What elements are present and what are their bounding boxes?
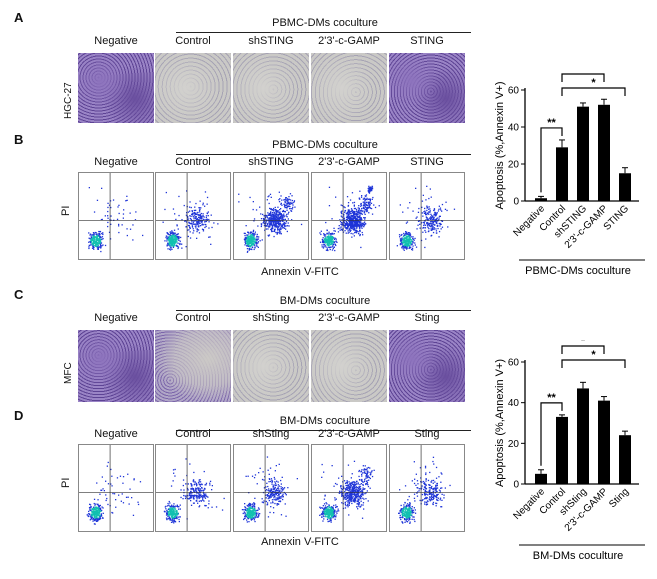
panel-a-header: PBMC-DMs coculture: [272, 17, 378, 29]
panel-b-column-label: Negative: [94, 156, 138, 168]
panel-d-header: BM-DMs coculture: [279, 415, 371, 427]
panel-c-well-image: [311, 330, 387, 402]
bar: [577, 388, 589, 484]
panel-c-column-label: Negative: [94, 312, 138, 324]
panel-c-header-rule: [176, 310, 471, 311]
panel-d-flow-plot: [311, 444, 387, 532]
y-tick-label: 20: [508, 160, 520, 171]
panel-c-row-label: MFC: [63, 362, 74, 384]
panel-b-column-label: STING: [410, 156, 444, 168]
panel-a-header-rule: [176, 32, 471, 33]
bar: [535, 473, 547, 484]
panel-d-column-label: 2'3'-c-GAMP: [318, 428, 380, 440]
panel-c-well-image: [233, 330, 309, 402]
significance-label: **: [547, 392, 556, 404]
group-label: PBMC-DMs coculture: [525, 265, 631, 277]
panel-d-header-rule: [176, 430, 471, 431]
panel-b-header-rule: [176, 154, 471, 155]
panel-c-well-image: [155, 330, 231, 402]
bar: [556, 416, 568, 484]
significance-label: *: [581, 340, 586, 347]
y-axis-label: Apoptosis (%,Annexin V+): [494, 81, 506, 209]
panel-b-flow-plot: [155, 172, 231, 260]
panel-d-flow-plot: [233, 444, 309, 532]
panel-d-column-label: Negative: [94, 428, 138, 440]
panel-b-x-label: Annexin V-FITC: [261, 266, 339, 278]
panel-c-header: BM-DMs coculture: [279, 295, 371, 307]
panel-c-column-label: Sting: [414, 312, 440, 324]
panel-a-letter: A: [14, 10, 24, 25]
panel-a-well-image: [311, 53, 387, 123]
panel-b-flow-plot: [78, 172, 154, 260]
y-tick-label: 40: [508, 398, 520, 409]
panel-b-column-label: 2'3'-c-GAMP: [318, 156, 380, 168]
group-label: BM-DMs coculture: [533, 550, 623, 562]
panel-d-flow-plot: [155, 444, 231, 532]
bar: [598, 104, 610, 201]
significance-bracket: [561, 73, 605, 82]
bar: [577, 106, 589, 201]
panel-d-letter: D: [14, 408, 24, 423]
panel-c-column-label: shSting: [252, 312, 290, 324]
significance-label: *: [591, 77, 596, 89]
y-tick-label: 40: [508, 123, 520, 134]
significance-label: ***: [577, 70, 591, 75]
panel-d-x-label: Annexin V-FITC: [261, 536, 339, 548]
significance-label: *: [591, 349, 596, 361]
bar: [535, 198, 547, 201]
panel-d-flow-plot: [389, 444, 465, 532]
bar: [619, 173, 631, 201]
bar: [598, 400, 610, 484]
panel-c-column-label: 2'3'-c-GAMP: [318, 312, 380, 324]
y-tick-label: 0: [513, 480, 519, 491]
bar: [619, 435, 631, 484]
y-tick-label: 60: [508, 358, 520, 369]
panel-a-well-image: [155, 53, 231, 123]
panel-b-flow-plot: [389, 172, 465, 260]
significance-bracket: [540, 402, 563, 466]
y-tick-label: 20: [508, 439, 520, 450]
panel-b-y-label: PI: [60, 205, 72, 216]
panel-c-column-label: Control: [175, 312, 211, 324]
panel-c-letter: C: [14, 287, 24, 302]
panel-b-flow-plot: [311, 172, 387, 260]
panel-a-column-label: 2'3'-c-GAMP: [318, 35, 380, 47]
panel-a-row-label: HGC-27: [63, 82, 74, 119]
panel-d-column-label: shSting: [252, 428, 290, 440]
panel-a-well-image: [78, 53, 154, 123]
significance-bracket: [540, 127, 563, 193]
panel-d-column-label: Control: [175, 428, 211, 440]
significance-bracket: [561, 359, 626, 368]
panel-a-column-label: shSTING: [248, 35, 294, 47]
panel-b-flow-plot: [233, 172, 309, 260]
panel-a-column-label: STING: [410, 35, 444, 47]
panel-a-well-image: [389, 53, 465, 123]
y-tick-label: 60: [508, 86, 520, 97]
significance-label: **: [547, 117, 556, 129]
panel-a-column-label: Control: [175, 35, 211, 47]
panel-b-column-label: shSTING: [248, 156, 294, 168]
panel-b-letter: B: [14, 132, 24, 147]
panel-a-well-image: [233, 53, 309, 123]
y-axis-label: Apoptosis (%,Annexin V+): [494, 359, 506, 487]
significance-bracket: [561, 345, 605, 354]
significance-bracket: [561, 87, 626, 96]
panel-c-well-image: [78, 330, 154, 402]
bar: [556, 147, 568, 201]
panel-d-column-label: Sting: [414, 428, 440, 440]
panel-b-header: PBMC-DMs coculture: [272, 139, 378, 151]
panel-b-column-label: Control: [175, 156, 211, 168]
panel-d-y-label: PI: [60, 477, 72, 488]
y-tick-label: 0: [513, 197, 519, 208]
category-label: Sting: [607, 486, 631, 510]
panel-a-column-label: Negative: [94, 35, 138, 47]
panel-c-well-image: [389, 330, 465, 402]
panel-d-flow-plot: [78, 444, 154, 532]
